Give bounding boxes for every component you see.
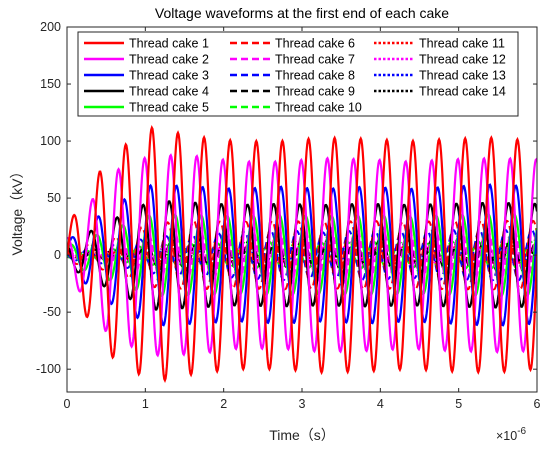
series-line	[67, 153, 537, 358]
x-axis-title: Time（s）	[269, 427, 335, 443]
legend-label: Thread cake 11	[419, 37, 505, 51]
legend-label: Thread cake 8	[275, 69, 355, 83]
x-tick-label: 0	[64, 397, 71, 411]
x-tick-label: 5	[455, 397, 462, 411]
y-tick-label: 200	[40, 20, 61, 34]
y-tick-label: 100	[40, 134, 61, 148]
chart-title: Voltage waveforms at the first end of ea…	[155, 5, 449, 21]
series-line	[67, 124, 537, 383]
legend-label: Thread cake 10	[275, 101, 362, 115]
x-axis-exponent: ×10-6	[496, 426, 527, 443]
legend-label: Thread cake 14	[419, 85, 506, 99]
y-axis-title: Voltage（kV）	[9, 164, 25, 255]
legend-label: Thread cake 4	[129, 85, 209, 99]
x-axis-exponent-base: ×10	[496, 429, 517, 443]
x-axis-exponent-power: -6	[517, 426, 526, 437]
y-tick-label: 50	[47, 191, 61, 205]
y-tick-label: -100	[36, 362, 61, 376]
legend-box	[77, 31, 519, 117]
legend-label: Thread cake 5	[129, 101, 209, 115]
x-tick-label: 4	[377, 397, 384, 411]
legend-label: Thread cake 3	[129, 69, 209, 83]
legend-label: Thread cake 1	[129, 37, 209, 51]
legend: Thread cake 1 Thread cake 2 Thread cake 3 T…	[77, 31, 519, 117]
plot-lines	[67, 124, 537, 383]
legend-label: Thread cake 12	[419, 53, 506, 67]
legend-label: Thread cake 6	[275, 37, 355, 51]
legend-label: Thread cake 2	[129, 53, 209, 67]
axis-ticks: 0 1 2 3 4 5 6 200 150 100 50 0 -50 -100	[36, 20, 541, 411]
legend-label: Thread cake 13	[419, 69, 506, 83]
y-tick-label: 150	[40, 77, 61, 91]
y-tick-label: 0	[54, 248, 61, 262]
x-tick-label: 6	[534, 397, 541, 411]
legend-label: Thread cake 9	[275, 85, 355, 99]
x-tick-label: 1	[142, 397, 149, 411]
series-line	[67, 200, 537, 311]
x-tick-label: 3	[299, 397, 306, 411]
y-tick-label: -50	[43, 305, 61, 319]
x-tick-label: 2	[220, 397, 227, 411]
legend-label: Thread cake 7	[275, 53, 355, 67]
